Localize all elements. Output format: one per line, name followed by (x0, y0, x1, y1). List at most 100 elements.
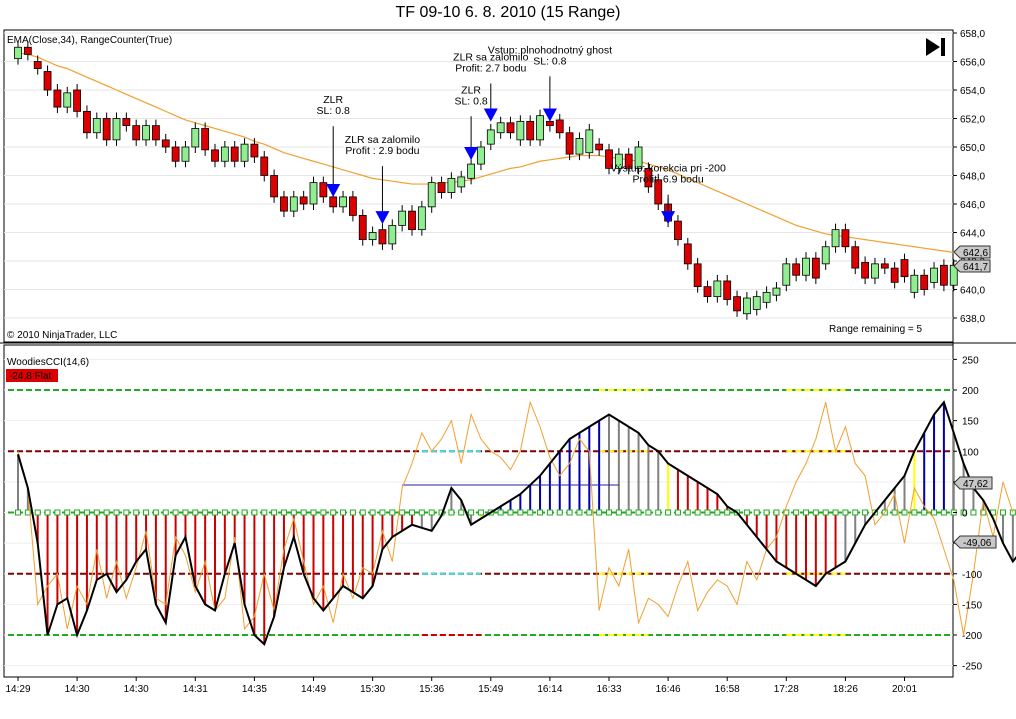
candle-body (427, 182, 436, 208)
candle-body (920, 274, 929, 290)
candle-body (683, 243, 692, 265)
candle-body (388, 224, 397, 245)
candle (358, 209, 367, 246)
candle (132, 119, 141, 146)
candle-body (762, 291, 771, 303)
time-axis: 14:29 14:30 14:30 14:31 14:35 14:49 15:30 15:36… (5, 677, 917, 695)
cci-zero-marker (44, 509, 51, 516)
candle-body (181, 146, 190, 162)
entry-arrow-icon (661, 211, 676, 225)
cci-zero-marker (83, 509, 90, 516)
cci-zero-marker (349, 509, 356, 516)
cci-zero-marker (576, 509, 583, 516)
candle (743, 292, 751, 320)
entry-arrow-icon (483, 108, 498, 122)
price-tick-label: 652,0 (960, 115, 985, 126)
candle-body (43, 71, 52, 91)
cci-zero-marker (64, 509, 71, 516)
cci-zero-marker (477, 509, 484, 516)
candle (280, 190, 288, 218)
candle-body (634, 146, 643, 169)
cci-zero-marker (753, 509, 760, 516)
annotation-text: Výstup: korekcia pri -200 (610, 163, 726, 175)
candle (477, 141, 485, 171)
candle-body (457, 176, 466, 188)
cci-zero-marker (93, 509, 100, 516)
candle-body (230, 146, 239, 162)
candle (595, 138, 604, 156)
time-tick-label: 14:30 (65, 684, 90, 695)
cci-zero-marker (113, 509, 120, 516)
candle (250, 138, 259, 163)
candle (841, 223, 850, 253)
candle-body (900, 259, 909, 278)
candle (861, 256, 869, 285)
annotation-text: Profit : 2.9 bodu (345, 145, 419, 157)
cci-zero-marker (241, 509, 248, 516)
candle-body (733, 296, 741, 312)
candle (713, 274, 722, 303)
candle (211, 143, 219, 168)
candle-body (723, 280, 732, 300)
price-tick-label: 648,0 (960, 172, 985, 183)
candle (693, 257, 702, 293)
candle (762, 286, 771, 309)
cci-value-1: 47,62 (963, 479, 988, 490)
candle (723, 274, 732, 306)
annotation-text: ZLR sa zalomilo (453, 51, 528, 63)
candle (161, 133, 170, 153)
candle-body (368, 232, 377, 241)
cci-tick-label: -150 (962, 600, 982, 611)
cci-zero-marker (54, 509, 61, 516)
time-tick-label: 15:30 (360, 684, 385, 695)
candle-body (575, 138, 584, 155)
cci-zero-marker (458, 509, 465, 516)
candle-body (467, 163, 476, 179)
cci-zero-marker (320, 509, 327, 516)
time-tick-label: 15:36 (419, 684, 444, 695)
candle-body (546, 120, 554, 127)
candle (299, 190, 308, 210)
candle (83, 105, 91, 139)
cci-indicator-label: WoodiesCCI(14,6) (7, 357, 89, 368)
candle (230, 141, 239, 168)
cci-tick-label: 100 (962, 447, 979, 458)
candle (43, 65, 52, 96)
price-tick-label: 640,0 (960, 286, 985, 297)
candle (309, 176, 318, 210)
candle (940, 259, 948, 292)
candle-body (821, 246, 830, 265)
candle-body (437, 182, 446, 194)
candle (605, 143, 613, 175)
cci-zero-marker (901, 509, 908, 516)
skip-to-end-icon[interactable] (926, 38, 945, 56)
candle (624, 148, 633, 175)
time-tick-label: 14:49 (301, 684, 326, 695)
candle-body (23, 46, 32, 55)
time-tick-label: 16:33 (596, 684, 621, 695)
candle-body (654, 179, 663, 205)
price-panel-frame (3, 29, 954, 343)
candle (181, 141, 190, 168)
cci-zero-marker (497, 509, 504, 516)
cci-zero-marker (428, 509, 435, 516)
candle (654, 173, 663, 210)
cci-zero-marker (310, 509, 317, 516)
candle (910, 269, 919, 299)
candle-body (220, 146, 229, 162)
candle-body (811, 257, 820, 279)
cci-tick-label: 150 (962, 417, 979, 428)
cci-zero-marker (546, 509, 553, 516)
cci-tick-label: -250 (962, 662, 982, 673)
cci-zero-marker (182, 509, 189, 516)
candle (23, 41, 32, 61)
candle-body (92, 118, 101, 134)
candle-body (378, 229, 387, 245)
candle-body (930, 267, 938, 283)
candle-body (339, 196, 347, 208)
cci-zero-marker (714, 509, 721, 516)
cci-value-2: -49,06 (963, 538, 992, 549)
candle-body (260, 156, 269, 176)
